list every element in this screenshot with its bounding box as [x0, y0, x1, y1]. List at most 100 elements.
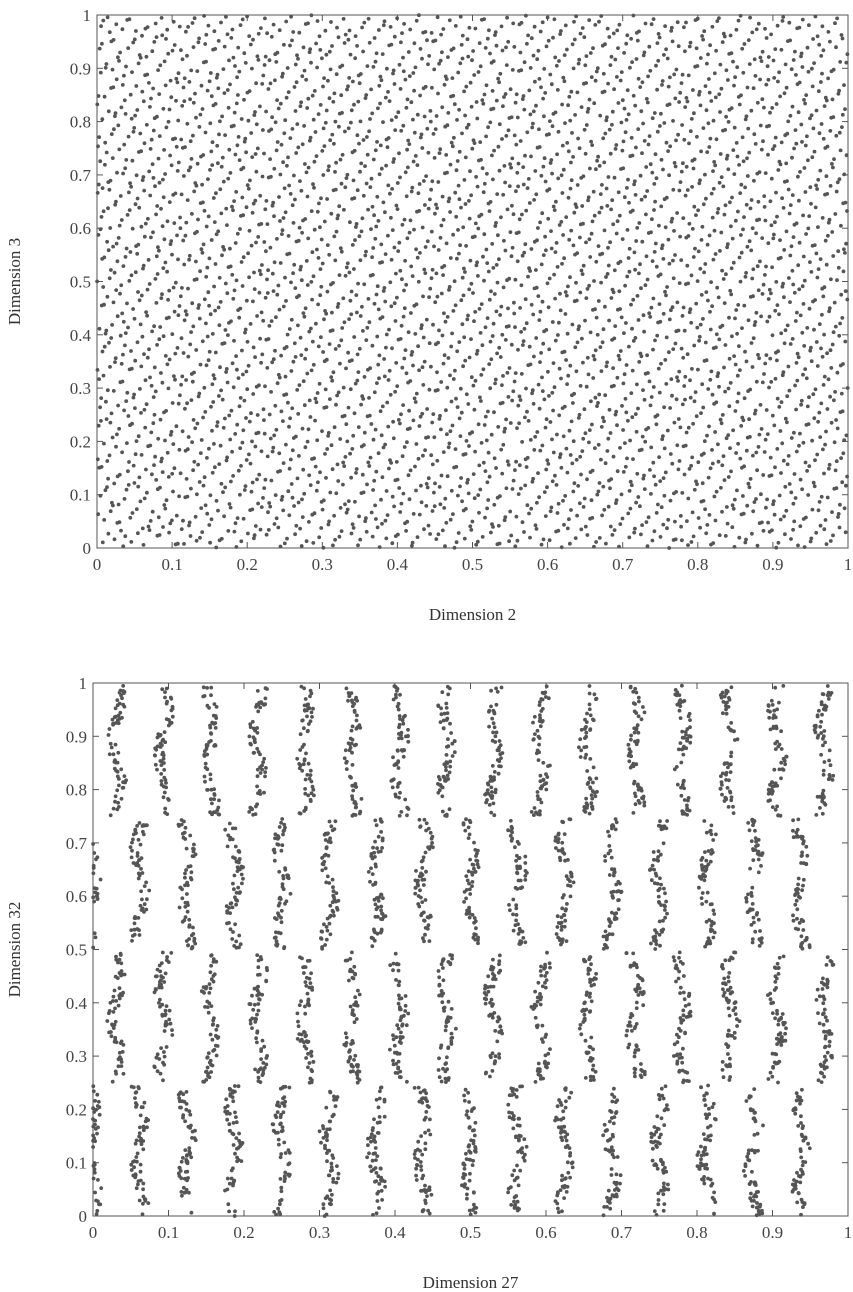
data-point [267, 412, 272, 417]
data-point [392, 34, 397, 39]
data-point [588, 255, 593, 259]
data-point [520, 97, 525, 101]
data-point [349, 289, 354, 294]
data-point [695, 325, 700, 330]
data-point [315, 19, 320, 23]
data-point [673, 96, 678, 101]
data-point [559, 545, 564, 550]
data-point [283, 275, 287, 280]
data-point [266, 337, 271, 341]
data-point [417, 209, 422, 213]
data-point [228, 1087, 233, 1092]
data-point [538, 448, 543, 453]
data-point [614, 231, 619, 236]
data-point [708, 1138, 712, 1143]
data-point [228, 264, 233, 269]
data-point [258, 336, 262, 341]
data-point [620, 516, 625, 521]
data-point [359, 402, 363, 407]
data-point [331, 370, 336, 375]
data-point [649, 1135, 654, 1140]
data-point [429, 1192, 434, 1197]
data-point [761, 282, 766, 287]
data-point [163, 506, 168, 511]
data-point [383, 518, 388, 523]
data-point [648, 403, 653, 408]
y-tick-label: 0.1 [70, 486, 91, 505]
data-point [702, 29, 707, 34]
data-point [740, 326, 744, 330]
data-point [333, 258, 338, 263]
data-point [183, 309, 188, 313]
data-point [610, 122, 614, 127]
data-point [152, 412, 157, 417]
data-point [587, 237, 592, 242]
data-point [681, 161, 685, 166]
data-point [584, 123, 589, 127]
data-point [259, 449, 264, 454]
data-point [222, 341, 227, 345]
data-point [240, 195, 245, 200]
data-point [231, 1099, 236, 1104]
data-point [213, 102, 218, 106]
data-point [287, 183, 291, 188]
data-point [792, 1178, 796, 1182]
data-point [278, 101, 283, 106]
data-point [264, 109, 268, 114]
data-point [824, 429, 828, 434]
data-point [770, 265, 774, 270]
data-point [261, 318, 266, 323]
data-point [723, 343, 728, 347]
data-point [659, 1188, 663, 1193]
data-point [664, 1169, 669, 1174]
data-point [791, 235, 796, 240]
data-point [733, 316, 737, 321]
data-point [799, 1197, 804, 1202]
data-point [187, 1190, 191, 1195]
data-point [383, 210, 387, 215]
data-point [208, 121, 213, 126]
data-point [122, 497, 127, 501]
data-point [204, 321, 208, 326]
data-point [447, 285, 452, 289]
data-point [345, 507, 350, 512]
data-point [664, 293, 668, 298]
data-point [498, 355, 503, 359]
data-point [463, 202, 468, 206]
data-point [242, 398, 247, 403]
data-point [606, 245, 610, 250]
data-point [325, 1127, 330, 1132]
data-point [585, 533, 590, 537]
data-point [469, 281, 474, 286]
data-point [316, 344, 321, 349]
data-point [330, 44, 334, 48]
data-point [397, 62, 402, 67]
data-point [748, 206, 753, 211]
data-point [674, 67, 679, 72]
data-point [748, 435, 752, 439]
data-point [496, 76, 500, 81]
data-point [783, 532, 787, 537]
data-point [216, 229, 221, 234]
data-point [443, 319, 448, 324]
data-point [120, 450, 124, 455]
data-point [484, 247, 489, 252]
data-point [192, 189, 197, 194]
data-point [792, 290, 797, 295]
data-point [533, 523, 538, 528]
data-point [441, 27, 446, 31]
data-point [515, 1175, 520, 1180]
data-point [683, 397, 687, 402]
data-point [580, 336, 584, 341]
data-point [711, 1101, 716, 1106]
data-point [494, 98, 499, 103]
data-point [647, 44, 652, 49]
data-point [836, 515, 840, 519]
data-point [602, 89, 607, 94]
data-point [749, 1180, 753, 1184]
data-point [127, 460, 131, 464]
data-point [442, 311, 446, 316]
data-point [602, 419, 606, 424]
scatter-plot-bottom: 0 0.1 0.2 0.3 0.4 0.5 0.6 0.7 0.8 0.9 100.10.20.30… [5, 674, 852, 1292]
data-point [155, 272, 160, 276]
